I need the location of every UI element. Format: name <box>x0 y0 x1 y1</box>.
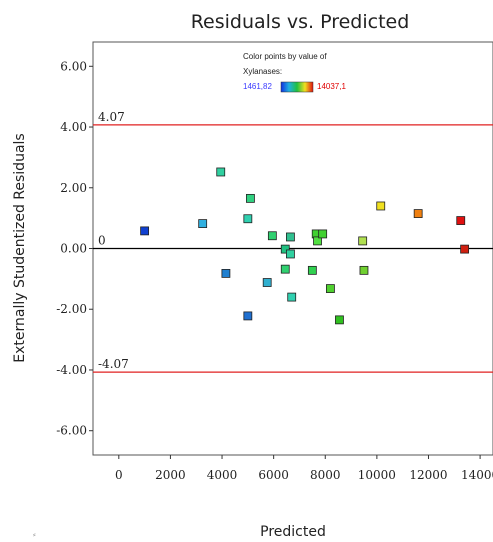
data-point <box>221 269 231 278</box>
data-point <box>307 265 317 275</box>
y-tick-label: 4.00 <box>60 120 87 134</box>
data-point <box>267 231 277 241</box>
x-tick-label: 2000 <box>155 468 186 482</box>
legend-max-label: 14037,1 <box>317 82 346 91</box>
data-points <box>140 167 470 325</box>
data-point <box>413 209 423 218</box>
data-point <box>287 292 297 302</box>
data-point <box>246 193 255 203</box>
data-point <box>286 249 295 259</box>
reference-lines: 4.07 0 -4.07 <box>93 110 493 373</box>
data-point <box>313 236 322 246</box>
data-point <box>456 216 466 225</box>
x-tick-label: 4000 <box>207 468 238 482</box>
data-point <box>335 315 344 325</box>
data-point <box>198 219 208 228</box>
data-point <box>243 214 253 224</box>
data-point <box>460 244 470 254</box>
data-point <box>216 167 226 177</box>
y-axis: -6.00 -4.00 -2.00 0.00 2.00 4.00 6.00 <box>56 59 93 438</box>
data-point <box>243 311 253 321</box>
color-legend: Color points by value of Xylanases: 1461… <box>243 52 346 93</box>
legend-min-label: 1461,82 <box>243 82 272 91</box>
legend-title-line1: Color points by value of <box>243 52 327 61</box>
y-tick-label: 2.00 <box>60 181 87 195</box>
y-tick-label: -6.00 <box>56 424 87 438</box>
y-tick-label: 6.00 <box>60 59 87 73</box>
y-axis-label: Externally Studentized Residuals <box>12 133 28 362</box>
data-point <box>140 226 150 236</box>
data-point <box>280 264 290 274</box>
reference-line-label: -4.07 <box>98 357 129 371</box>
legend-color-bar <box>280 81 314 93</box>
legend-title-line2: Xylanases: <box>243 67 282 76</box>
data-point <box>280 244 290 254</box>
x-tick-label: 0 <box>115 468 123 482</box>
y-tick-label: -2.00 <box>56 302 87 316</box>
data-point <box>376 201 386 211</box>
data-point <box>262 278 272 287</box>
data-point <box>326 284 335 293</box>
data-point <box>318 229 328 239</box>
x-axis-label: Predicted <box>260 524 326 540</box>
y-tick-label: -4.00 <box>56 363 87 377</box>
y-tick-label: 0.00 <box>60 242 87 256</box>
reference-line-label: 4.07 <box>98 110 125 124</box>
x-tick-label: 12000 <box>409 468 447 482</box>
chart-title: Residuals vs. Predicted <box>191 11 410 33</box>
data-point <box>286 232 295 242</box>
x-tick-label: 6000 <box>258 468 289 482</box>
data-point <box>358 236 368 246</box>
x-tick-label: 8000 <box>310 468 341 482</box>
x-axis: 0 2000 4000 6000 8000 10000 12000 14000 <box>115 455 493 482</box>
x-tick-label: 10000 <box>358 468 396 482</box>
data-point <box>359 265 369 275</box>
corner-mark: ⸗ <box>33 530 36 539</box>
x-tick-label: 14000 <box>461 468 493 482</box>
reference-line-label: 0 <box>98 234 106 248</box>
